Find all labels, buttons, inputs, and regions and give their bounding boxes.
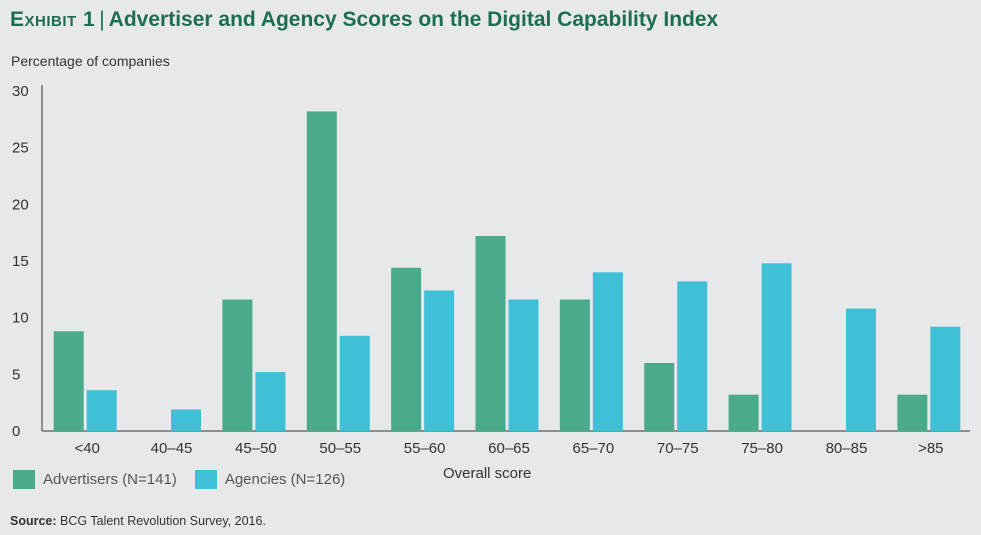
bar-agencies bbox=[761, 263, 792, 431]
exhibit-label: Exhibit 1 bbox=[10, 8, 96, 31]
bar-agencies bbox=[592, 272, 623, 431]
bar-agencies bbox=[86, 390, 117, 431]
title-text: Advertiser and Agency Scores on the Digi… bbox=[108, 8, 719, 31]
y-tick-label: 10 bbox=[12, 310, 29, 327]
legend-item-agencies: Agencies (N=126) bbox=[194, 470, 346, 489]
bar-agencies bbox=[930, 326, 961, 431]
legend-item-advertisers: Advertisers (N=141) bbox=[13, 470, 177, 489]
y-tick-label: 30 bbox=[12, 83, 29, 100]
bar-chart: 0 5 10 15 20 25 30 <40 40–45 45–50 50–55 55–60 60–65… bbox=[12, 83, 970, 457]
x-tick-label: 40–45 bbox=[151, 440, 193, 457]
bar-agencies bbox=[424, 290, 455, 431]
y-axis-label: Percentage of companies bbox=[11, 53, 170, 69]
x-tick-label: 80–85 bbox=[826, 440, 868, 457]
y-tick-label: 15 bbox=[12, 253, 29, 270]
y-tick-label: 5 bbox=[12, 366, 20, 383]
bar-agencies bbox=[339, 335, 370, 431]
legend-swatch-agencies bbox=[194, 470, 217, 489]
source-text: BCG Talent Revolution Survey, 2016. bbox=[60, 514, 266, 528]
bar-agencies bbox=[677, 281, 708, 431]
x-tick-label: 55–60 bbox=[404, 440, 446, 457]
legend-label-advertisers: Advertisers (N=141) bbox=[43, 471, 177, 488]
x-tick-label: 65–70 bbox=[573, 440, 615, 457]
x-tick-label: 70–75 bbox=[657, 440, 699, 457]
bar-advertisers bbox=[644, 363, 675, 431]
bar-advertisers bbox=[475, 236, 506, 431]
x-tick-label: 45–50 bbox=[235, 440, 277, 457]
bar-advertisers bbox=[897, 394, 928, 431]
bar-advertisers bbox=[391, 267, 422, 431]
x-tick-label: 75–80 bbox=[741, 440, 783, 457]
bar-agencies bbox=[171, 409, 202, 431]
y-tick-label: 0 bbox=[12, 423, 20, 440]
legend-label-agencies: Agencies (N=126) bbox=[224, 471, 346, 488]
source-label: Source: bbox=[10, 514, 57, 528]
x-axis-label: Overall score bbox=[443, 465, 532, 482]
x-tick-label: <40 bbox=[74, 440, 99, 457]
bar-advertisers bbox=[53, 331, 84, 431]
bar-agencies bbox=[845, 308, 876, 431]
bar-advertisers bbox=[728, 394, 759, 431]
x-tick-label: >85 bbox=[918, 440, 943, 457]
legend: Advertisers (N=141) Agencies (N=126) bbox=[13, 470, 363, 489]
source-note: Source: BCG Talent Revolution Survey, 20… bbox=[10, 514, 266, 528]
x-tick-label: 60–65 bbox=[488, 440, 530, 457]
bar-advertisers bbox=[222, 299, 253, 431]
bar-agencies bbox=[508, 299, 539, 431]
legend-swatch-advertisers bbox=[13, 470, 35, 489]
bar-advertisers bbox=[559, 299, 590, 431]
title-separator: | bbox=[99, 8, 105, 31]
y-tick-label: 20 bbox=[12, 196, 29, 213]
chart-title: Exhibit 1 | Advertiser and Agency Scores o… bbox=[10, 8, 718, 32]
bar-agencies bbox=[255, 372, 286, 431]
x-tick-label: 50–55 bbox=[319, 440, 361, 457]
bar-advertisers bbox=[306, 111, 337, 432]
y-tick-label: 25 bbox=[12, 140, 29, 157]
